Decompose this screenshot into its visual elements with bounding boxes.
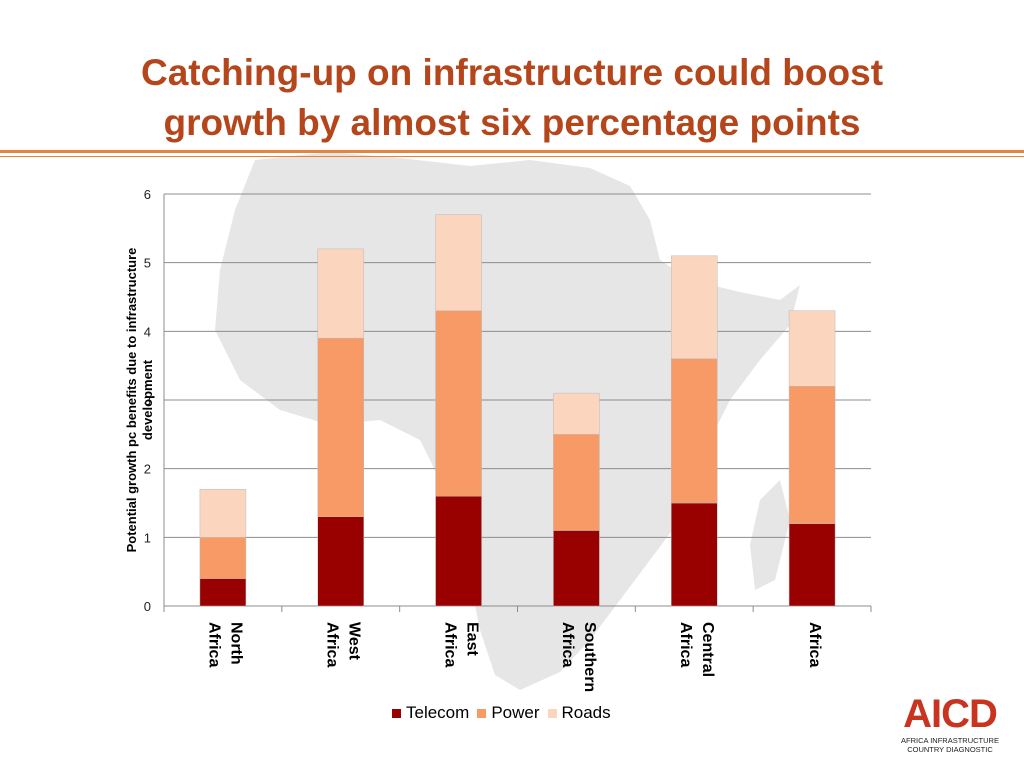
legend-label-power: Power <box>491 703 540 722</box>
x-category-label-3-line-0: Southern <box>581 622 598 692</box>
x-category-label-0-line-1: Africa <box>206 622 223 667</box>
y-tick-label-2: 2 <box>144 462 151 477</box>
madagascar-silhouette <box>750 480 790 590</box>
bar-roads-1 <box>317 248 364 339</box>
y-tick-label-5: 5 <box>144 256 151 271</box>
x-category-label-2-line-0: East <box>463 622 480 656</box>
bar-roads-5 <box>788 310 836 387</box>
bar-telecom-1 <box>317 516 364 607</box>
x-category-label-2-line-1: Africa <box>441 622 458 667</box>
title-rule <box>0 150 1024 153</box>
title-line-1: Catching-up on infrastructure could boos… <box>140 52 884 93</box>
bar-power-0 <box>199 537 247 579</box>
legend-label-roads: Roads <box>561 703 611 722</box>
bar-power-1 <box>317 337 364 517</box>
slide-title: Catching-up on infrastructure could boos… <box>0 48 1024 148</box>
title-line-2: growth by almost six percentage points <box>163 102 861 143</box>
y-tick-label-6: 6 <box>144 187 151 202</box>
aicd-logo: AICD AFRICA INFRASTRUCTURE COUNTRY DIAGN… <box>890 694 1010 758</box>
x-category-label-4-line-1: Africa <box>677 622 694 667</box>
bar-telecom-0 <box>199 578 247 607</box>
logo-subtitle-2: COUNTRY DIAGNOSTIC <box>907 745 993 754</box>
bar-roads-0 <box>199 489 247 538</box>
title-rule-thin <box>0 156 1024 157</box>
x-category-label-1-line-0: West <box>346 622 363 661</box>
legend-swatch-roads <box>547 708 557 718</box>
y-tick-label-4: 4 <box>144 324 151 339</box>
bar-telecom-4 <box>671 502 718 607</box>
y-tick-label-0: 0 <box>144 599 151 614</box>
y-tick-label-3: 3 <box>144 393 151 408</box>
x-category-label-4-line-0: Central <box>699 622 716 677</box>
bar-roads-3 <box>553 392 600 435</box>
bar-telecom-5 <box>788 523 836 607</box>
bar-telecom-2 <box>435 495 482 607</box>
bar-power-5 <box>788 386 836 524</box>
bar-telecom-3 <box>553 530 600 607</box>
legend-label-telecom: Telecom <box>406 703 470 722</box>
x-category-label-3-line-1: Africa <box>559 622 576 667</box>
legend-item-power: Power <box>477 703 540 723</box>
legend-swatch-power <box>477 708 487 718</box>
x-category-label-1-line-1: Africa <box>324 622 341 667</box>
bar-power-2 <box>435 310 482 497</box>
y-axis-label: Potential growth pc benefits due to infr… <box>124 247 155 553</box>
legend-swatch-telecom <box>392 708 401 718</box>
x-category-label-5-line-0: Africa <box>806 622 823 667</box>
legend-item-roads: Roads <box>547 703 611 723</box>
logo-subtitle-1: AFRICA INFRASTRUCTURE <box>901 736 999 745</box>
x-category-label-0-line-0: North <box>228 622 245 665</box>
bar-power-4 <box>671 358 718 504</box>
bar-roads-2 <box>435 214 482 311</box>
y-tick-label-1: 1 <box>144 530 151 545</box>
bar-power-3 <box>553 434 600 531</box>
bar-roads-4 <box>671 255 718 360</box>
legend-item-telecom: Telecom <box>392 703 469 723</box>
chart-legend: Telecom Power Roads <box>392 703 611 723</box>
logo-mark: AICD <box>903 692 998 736</box>
